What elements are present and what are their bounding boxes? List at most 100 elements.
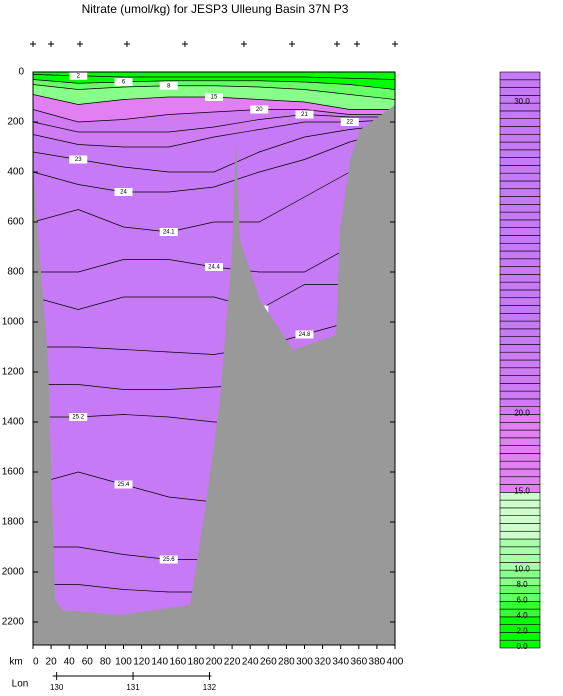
colorbar-segment [499, 476, 541, 485]
station-marker [240, 41, 247, 47]
contour-label-bg [159, 81, 178, 90]
colorbar-segment [499, 359, 541, 369]
colorbar-segment [499, 172, 541, 182]
y-tick-label: 1200 [2, 367, 25, 378]
colorbar-segment [499, 305, 541, 314]
contour-label: 20 [256, 107, 263, 113]
y-tick-label: 200 [7, 117, 24, 128]
colorbar-segment [499, 383, 541, 392]
station-marker [181, 41, 188, 47]
colorbar-segment [499, 110, 541, 120]
lon-tick-label: 131 [126, 683, 140, 692]
colorbar-segment [499, 375, 541, 384]
station-marker [76, 41, 83, 47]
x-tick-label: 60 [82, 657, 94, 668]
colorbar-segment [499, 180, 541, 190]
colorbar-segment [499, 165, 541, 174]
section-plot: 26815202122232424.124.424.624.82525.225.… [33, 72, 395, 645]
colorbar-segment [499, 367, 541, 376]
contour-line [33, 114, 395, 133]
colorbar-segment [499, 523, 541, 532]
colorbar-segment [499, 530, 541, 540]
colorbar-segment [499, 297, 541, 306]
y-tick-label: 1800 [2, 517, 25, 528]
colorbar-segment [499, 429, 541, 439]
contour-label: 25.6 [163, 557, 175, 563]
x-tick-label: 360 [350, 657, 367, 668]
lon-axis-label: Lon [12, 679, 29, 690]
contour-label-bg [159, 228, 178, 236]
colorbar-tick-label: 30.0 [514, 97, 530, 106]
station-marker [333, 41, 340, 47]
lon-tick-label: 132 [203, 683, 217, 692]
colorbar-tick-label: 10.0 [514, 564, 530, 573]
x-tick-label: 160 [169, 657, 186, 668]
colorbar-segment [499, 281, 541, 291]
colorbar-segment [499, 87, 541, 96]
y-tick-label: 1600 [2, 467, 25, 478]
contour-label: 22 [346, 120, 353, 126]
colorbar-segment [499, 336, 541, 345]
colorbar-segment [499, 320, 541, 330]
contour-label: 2 [77, 73, 81, 79]
x-tick-label: 140 [151, 657, 168, 668]
contour-label: 23 [75, 157, 82, 163]
x-tick-label: 400 [387, 657, 404, 668]
y-tick-label: 2000 [2, 567, 25, 578]
contour-label: 6 [122, 80, 126, 86]
station-marker [353, 41, 360, 47]
contour-label: 15 [211, 95, 218, 101]
x-tick-label: 240 [242, 657, 259, 668]
x-tick-label: 280 [278, 657, 295, 668]
contour-line [33, 119, 395, 148]
contour-line [33, 79, 395, 90]
colorbar-segment [499, 468, 541, 478]
contour-line [33, 84, 395, 100]
contour-label-bg [205, 263, 223, 271]
x-tick-label: 320 [314, 657, 331, 668]
contour-label-bg [114, 188, 133, 196]
colorbar-segment [499, 133, 541, 143]
contour-label: 25.4 [118, 482, 130, 488]
y-tick-label: 2200 [2, 617, 25, 628]
contour-label-bg [340, 118, 359, 126]
colorbar-segment [499, 258, 541, 267]
contour-label-bg [159, 555, 178, 564]
colorbar-segment [499, 515, 541, 524]
x-tick-label: 380 [369, 657, 386, 668]
x-axis-label: km [9, 657, 22, 668]
contour-label-bg [250, 105, 269, 114]
contour-line [33, 74, 395, 80]
contour-label: 8 [167, 83, 171, 89]
station-marker [30, 41, 36, 47]
contour-line [33, 124, 395, 173]
contour-line [33, 271, 395, 310]
x-tick-label: 80 [100, 657, 112, 668]
bathymetry [33, 105, 395, 645]
x-tick-label: 0 [33, 657, 39, 668]
colorbar-segment [499, 312, 541, 322]
x-tick-label: 340 [332, 657, 349, 668]
y-tick-label: 1400 [2, 417, 25, 428]
colorbar-segment [499, 538, 541, 548]
colorbar-segment [499, 546, 541, 555]
contour-label: 21 [301, 112, 308, 118]
colorbar-segment [499, 289, 541, 299]
colorbar-tick-label: 8.0 [516, 580, 528, 589]
contour-line [33, 146, 395, 233]
contour-line [33, 129, 395, 193]
contour-label-bg [114, 78, 133, 86]
station-marker [392, 41, 398, 47]
colorbar-tick-label: 6.0 [516, 595, 528, 604]
contour-label-bg [295, 330, 314, 339]
contour-label-bg [69, 155, 88, 164]
colorbar-tick-label: 0.0 [516, 642, 528, 651]
colorbar-segment [499, 507, 541, 516]
colorbar-segment [499, 437, 541, 446]
colorbar-segment [499, 445, 541, 454]
x-tick-label: 40 [64, 657, 76, 668]
colorbar-segment [499, 242, 541, 252]
x-tick-label: 180 [188, 657, 205, 668]
contour-label: 24.4 [208, 265, 220, 271]
